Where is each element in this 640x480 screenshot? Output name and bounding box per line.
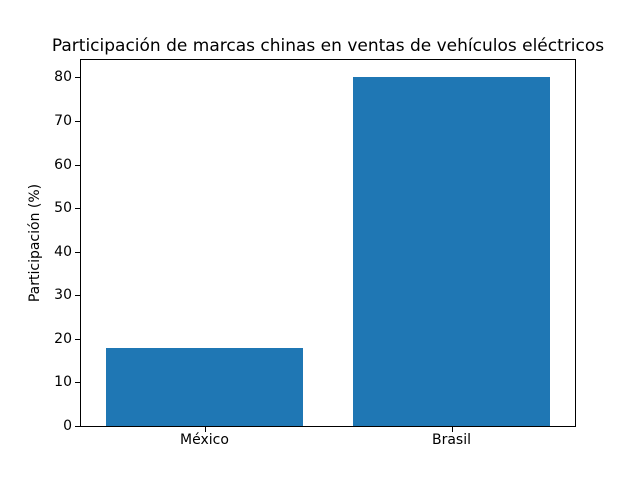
y-tick-mark-1 bbox=[75, 382, 80, 384]
x-tick-label-1: Brasil bbox=[431, 432, 472, 448]
y-tick-label-8: 80 bbox=[54, 69, 72, 86]
y-tick-label-2: 20 bbox=[54, 330, 72, 347]
y-tick-label-7: 70 bbox=[54, 113, 72, 129]
y-tick-label-1: 10 bbox=[54, 374, 72, 391]
y-tick-mark-5 bbox=[75, 208, 80, 210]
plot-area bbox=[80, 59, 576, 427]
y-tick-mark-3 bbox=[75, 295, 80, 297]
bar-0 bbox=[105, 347, 304, 426]
x-tick-mark-1 bbox=[451, 427, 453, 432]
y-tick-mark-6 bbox=[75, 164, 80, 166]
y-tick-label-4: 40 bbox=[54, 243, 72, 260]
y-tick-mark-4 bbox=[75, 251, 80, 253]
y-tick-label-6: 60 bbox=[54, 156, 72, 173]
chart-title: Participación de marcas chinas en ventas… bbox=[51, 36, 605, 56]
y-tick-mark-7 bbox=[75, 121, 80, 122]
bar-1 bbox=[352, 77, 551, 426]
x-tick-label-0: México bbox=[180, 432, 229, 448]
x-tick-mark-0 bbox=[204, 427, 206, 432]
y-tick-mark-8 bbox=[75, 77, 80, 79]
y-tick-label-3: 30 bbox=[54, 287, 72, 304]
y-tick-mark-2 bbox=[75, 338, 80, 340]
y-tick-label-0: 0 bbox=[63, 418, 72, 434]
y-tick-mark-0 bbox=[75, 426, 80, 427]
y-tick-label-5: 50 bbox=[54, 200, 72, 217]
